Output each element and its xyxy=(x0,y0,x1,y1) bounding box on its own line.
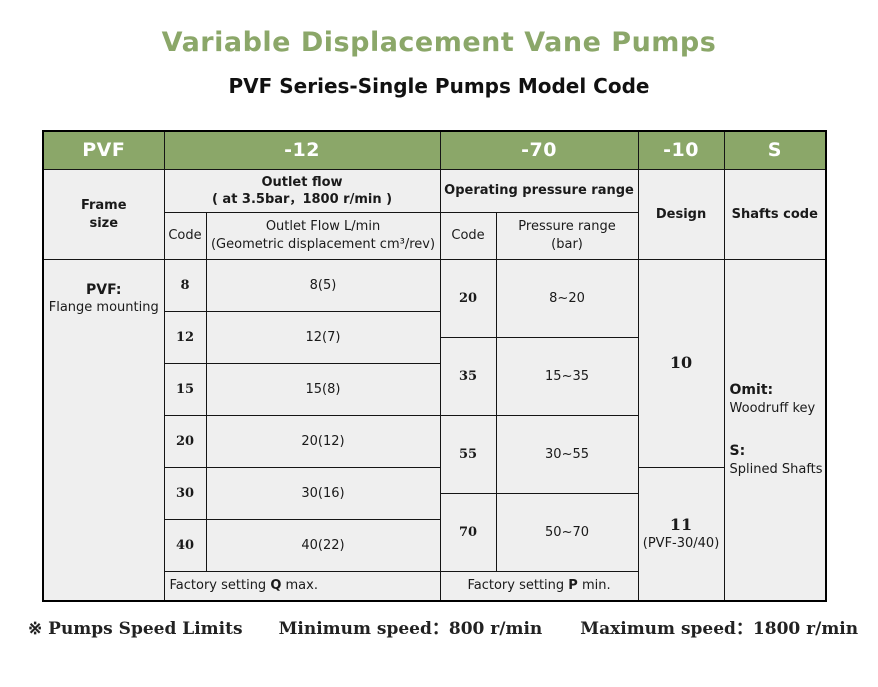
design-11-note: (PVF-30/40) xyxy=(642,535,720,551)
page-subtitle: PVF Series-Single Pumps Model Code xyxy=(228,73,650,98)
pressure-code-70: 70 xyxy=(439,493,497,573)
outlet-flow-unit-label: Outlet Flow L/min (Geometric displacemen… xyxy=(205,212,441,261)
flow-code-40: 40 xyxy=(163,519,207,573)
header-cell-flow-code: -12 xyxy=(163,130,441,171)
outlet-flow-unit-line1: Outlet Flow L/min xyxy=(265,219,381,234)
pressure-range-label: Pressure range (bar) xyxy=(495,212,639,261)
design-11-cell: 11 (PVF-30/40) xyxy=(637,467,725,602)
subheader-row-a: Frame size Outlet flow ( at 3.5bar，1800 … xyxy=(42,169,827,261)
outlet-flow-title: Outlet flow xyxy=(261,174,343,190)
pressure-range-35: 15~35 xyxy=(495,337,639,417)
outlet-code-label: Code xyxy=(163,212,207,261)
maximum-speed-value: Maximum speed：1800 r/min xyxy=(580,618,859,639)
frame-size-line1: Frame xyxy=(80,198,127,214)
factory-q-prefix: Factory setting xyxy=(169,578,271,594)
model-code-table: PVF -12 -70 -10 S Frame size Outlet flow… xyxy=(42,129,828,602)
table-row: PVF: Flange mounting 8 8(5) 20 8~20 10 O… xyxy=(42,259,827,602)
shaft-s-desc: Splined Shafts xyxy=(729,462,823,478)
factory-p-prefix: Factory setting xyxy=(467,578,569,594)
model-code-header-row: PVF -12 -70 -10 S xyxy=(42,130,827,171)
header-cell-pressure-code: -70 xyxy=(439,130,639,171)
factory-q-symbol: Q xyxy=(270,578,282,594)
outlet-flow-condition: ( at 3.5bar，1800 r/min ) xyxy=(211,192,393,208)
flow-value-20: 20(12) xyxy=(205,415,441,469)
pressure-code-20: 20 xyxy=(439,259,497,339)
factory-q-suffix: max. xyxy=(281,578,318,594)
flow-value-12: 12(7) xyxy=(205,311,441,365)
shafts-code-header: Shafts code xyxy=(723,169,827,261)
frame-size-header: Frame size xyxy=(42,169,165,261)
factory-setting-q-cell: Factory setting Q max. xyxy=(163,571,441,602)
page-title: Variable Displacement Vane Pumps xyxy=(161,27,717,58)
frame-pvf-desc: Flange mounting xyxy=(48,299,159,315)
pump-speed-limits-note: ※ Pumps Speed Limits Minimum speed：800 r… xyxy=(28,614,878,639)
flow-code-12: 12 xyxy=(163,311,207,365)
table-row: 12 12(7) xyxy=(43,311,826,365)
flow-code-15: 15 xyxy=(163,363,207,417)
table-row: 40 40(22) xyxy=(43,519,826,573)
frame-size-line2: size xyxy=(89,215,119,231)
header-cell-shaft-code: S xyxy=(723,130,827,171)
table-row: 35 15~35 xyxy=(43,337,826,417)
header-cell-design-code: -10 xyxy=(637,130,725,171)
flow-code-8: 8 xyxy=(163,259,207,313)
pressure-code-label: Code xyxy=(439,212,497,261)
header-cell-pvf: PVF xyxy=(42,130,165,171)
pressure-code-35: 35 xyxy=(439,337,497,417)
flow-code-20: 20 xyxy=(163,415,207,469)
factory-setting-p-cell: Factory setting P min. xyxy=(439,571,639,602)
design-11-number: 11 xyxy=(669,515,693,535)
table-row: 30 30(16) 11 (PVF-30/40) xyxy=(43,467,826,602)
shafts-code-cell: Omit: Woodruff key S: Splined Shafts xyxy=(723,259,827,602)
table-row: 20 20(12) 55 30~55 xyxy=(43,415,826,495)
outlet-flow-header: Outlet flow ( at 3.5bar，1800 r/min ) xyxy=(163,169,441,214)
design-header: Design xyxy=(637,169,725,261)
factory-p-suffix: min. xyxy=(577,578,611,594)
flow-value-8: 8(5) xyxy=(205,259,441,313)
table-row: 70 50~70 xyxy=(43,493,826,573)
shaft-s-label: S: xyxy=(729,442,746,459)
design-10-cell: 10 xyxy=(637,259,725,469)
pressure-range-55: 30~55 xyxy=(495,415,639,495)
speed-limits-label: ※ Pumps Speed Limits xyxy=(28,618,243,639)
pressure-range-70: 50~70 xyxy=(495,493,639,573)
flow-value-40: 40(22) xyxy=(205,519,441,573)
frame-pvf-label: PVF: xyxy=(86,282,122,299)
frame-size-cell: PVF: Flange mounting xyxy=(42,259,165,602)
operating-pressure-header: Operating pressure range xyxy=(439,169,639,214)
table-row: 15 15(8) xyxy=(43,363,826,417)
flow-value-15: 15(8) xyxy=(205,363,441,417)
pressure-range-line1: Pressure range xyxy=(518,219,616,234)
subheader-row-b: Code Outlet Flow L/min (Geometric displa… xyxy=(43,212,826,261)
shaft-spacer xyxy=(730,419,826,441)
pressure-code-55: 55 xyxy=(439,415,497,495)
pressure-range-20: 8~20 xyxy=(495,259,639,339)
factory-setting-row: Factory setting Q max. Factory setting P… xyxy=(43,571,826,602)
flow-value-30: 30(16) xyxy=(205,467,441,521)
outlet-flow-unit-line2: (Geometric displacement cm³/rev) xyxy=(210,237,436,253)
minimum-speed-value: Minimum speed：800 r/min xyxy=(278,618,543,639)
factory-p-symbol: P xyxy=(568,578,578,594)
shaft-omit-desc: Woodruff key xyxy=(729,401,816,417)
flow-code-30: 30 xyxy=(163,467,207,521)
shaft-omit-label: Omit: xyxy=(729,381,774,398)
pressure-range-line2: (bar) xyxy=(551,237,583,253)
